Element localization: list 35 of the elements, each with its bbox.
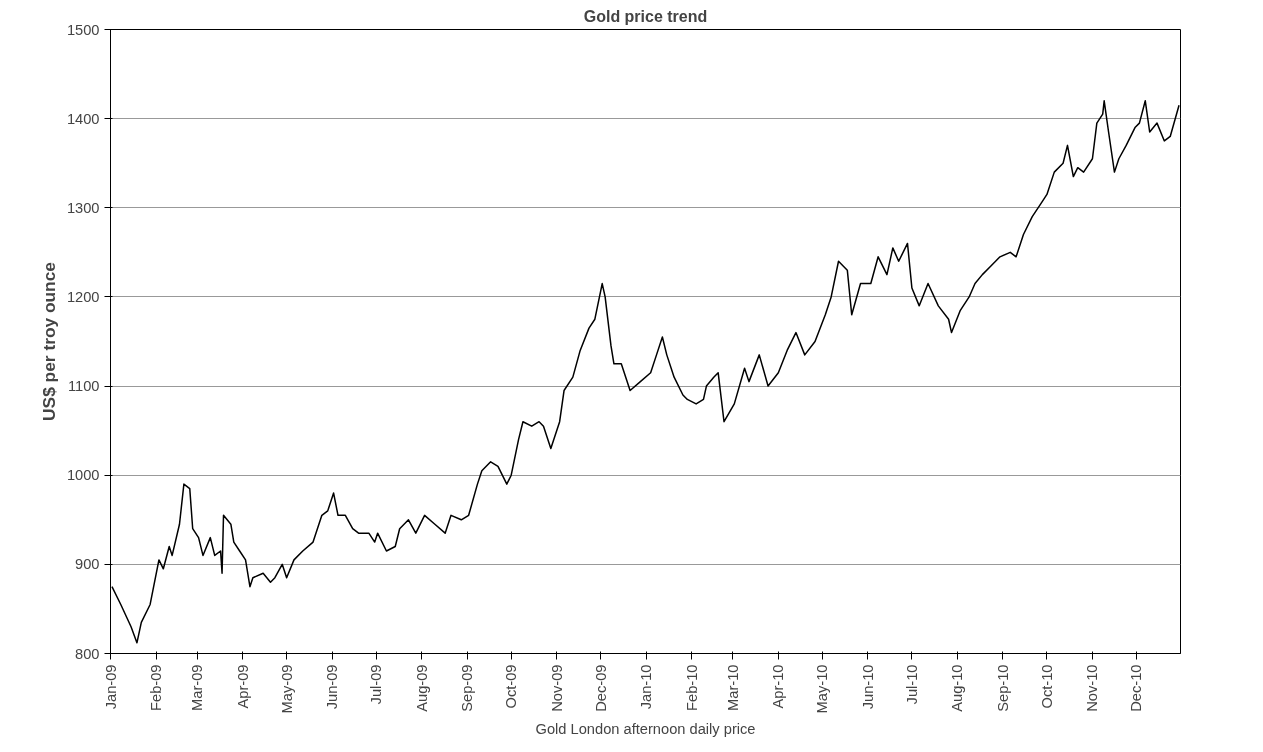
x-tick-label: Nov-10 <box>1084 664 1101 712</box>
y-tick-label: 1100 <box>67 378 100 395</box>
x-tick-label: Nov-09 <box>548 664 565 712</box>
y-tick-label: 800 <box>75 645 100 662</box>
x-tick-label: Sep-10 <box>994 664 1011 712</box>
chart-title: Gold price trend <box>583 7 708 25</box>
y-tick-label: 1300 <box>66 199 100 216</box>
x-tick-label: Oct-09 <box>503 664 520 709</box>
x-tick-label: Jun-09 <box>324 664 341 710</box>
x-axis-title: Gold London afternoon daily price <box>535 721 756 738</box>
x-tick-label: Dec-10 <box>1128 664 1145 712</box>
x-tick-label: Oct-10 <box>1038 664 1055 709</box>
y-tick-label: 1200 <box>66 288 100 305</box>
y-tick-label: 900 <box>75 556 100 573</box>
x-tick-label: Aug-09 <box>413 664 430 712</box>
x-tick-label: Sep-09 <box>459 664 476 712</box>
x-tick-label: Dec-09 <box>592 664 609 712</box>
x-tick-label: Mar-09 <box>189 664 206 711</box>
y-tick-label: 1500 <box>66 21 100 38</box>
y-axis-title: US$ per troy ounce <box>38 261 59 421</box>
x-tick-label: Feb-09 <box>148 664 164 711</box>
x-tick-label: Aug-10 <box>949 664 966 712</box>
x-tick-label: Feb-10 <box>683 664 700 711</box>
x-tick-label: Apr-09 <box>234 664 251 709</box>
x-tick-label: Jun-10 <box>859 664 876 710</box>
x-tick-label: Jan-09 <box>102 664 119 710</box>
y-tick-label: 1400 <box>66 110 100 127</box>
x-tick-label: May-09 <box>278 664 295 714</box>
x-tick-label: Jul-09 <box>368 664 385 705</box>
x-tick-label: May-10 <box>814 664 831 714</box>
y-tick-label: 1000 <box>66 467 100 484</box>
x-tick-label: Jan-10 <box>638 664 655 710</box>
x-tick-label: Mar-10 <box>724 664 741 711</box>
x-tick-label: Jul-10 <box>903 664 920 705</box>
x-tick-label: Apr-10 <box>770 664 787 709</box>
